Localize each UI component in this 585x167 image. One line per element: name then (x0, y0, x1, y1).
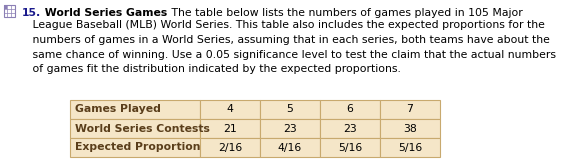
Bar (380, 138, 440, 157)
Bar (260, 100, 320, 119)
Bar (320, 119, 380, 138)
Bar (4, 5, 7, 9)
Text: 5/16: 5/16 (338, 142, 362, 152)
Text: 5: 5 (287, 105, 294, 115)
Bar (260, 138, 320, 157)
Bar (70, 100, 200, 119)
Text: World Series Contests: World Series Contests (75, 124, 210, 133)
Text: League Baseball (MLB) World Series. This table also includes the expected propor: League Baseball (MLB) World Series. This… (22, 21, 545, 31)
Bar (320, 100, 380, 119)
Bar (380, 119, 440, 138)
Text: Expected Proportion: Expected Proportion (75, 142, 201, 152)
Text: 23: 23 (343, 124, 357, 133)
Text: 5/16: 5/16 (398, 142, 422, 152)
Text: World Series Games: World Series Games (42, 8, 167, 18)
Bar (70, 138, 200, 157)
Text: 7: 7 (407, 105, 414, 115)
Bar (70, 119, 200, 138)
Text: Games Played: Games Played (75, 105, 161, 115)
Bar (200, 119, 260, 138)
Bar (200, 138, 260, 157)
Text: 6: 6 (346, 105, 353, 115)
Bar (260, 119, 320, 138)
Bar (380, 100, 440, 119)
Text: 21: 21 (223, 124, 237, 133)
Text: 4/16: 4/16 (278, 142, 302, 152)
Text: 15.: 15. (22, 8, 42, 18)
Text: 4: 4 (226, 105, 233, 115)
Text: The table below lists the numbers of games played in 105 Major: The table below lists the numbers of gam… (167, 8, 522, 18)
Text: 2/16: 2/16 (218, 142, 242, 152)
Bar (200, 100, 260, 119)
Text: numbers of games in a World Series, assuming that in each series, both teams hav: numbers of games in a World Series, assu… (22, 35, 550, 45)
Bar (320, 138, 380, 157)
Text: same chance of winning. Use a 0.05 significance level to test the claim that the: same chance of winning. Use a 0.05 signi… (22, 49, 556, 59)
Text: of games fit the distribution indicated by the expected proportions.: of games fit the distribution indicated … (22, 64, 401, 74)
Text: 38: 38 (403, 124, 417, 133)
Bar (4, 5, 15, 17)
Text: 23: 23 (283, 124, 297, 133)
